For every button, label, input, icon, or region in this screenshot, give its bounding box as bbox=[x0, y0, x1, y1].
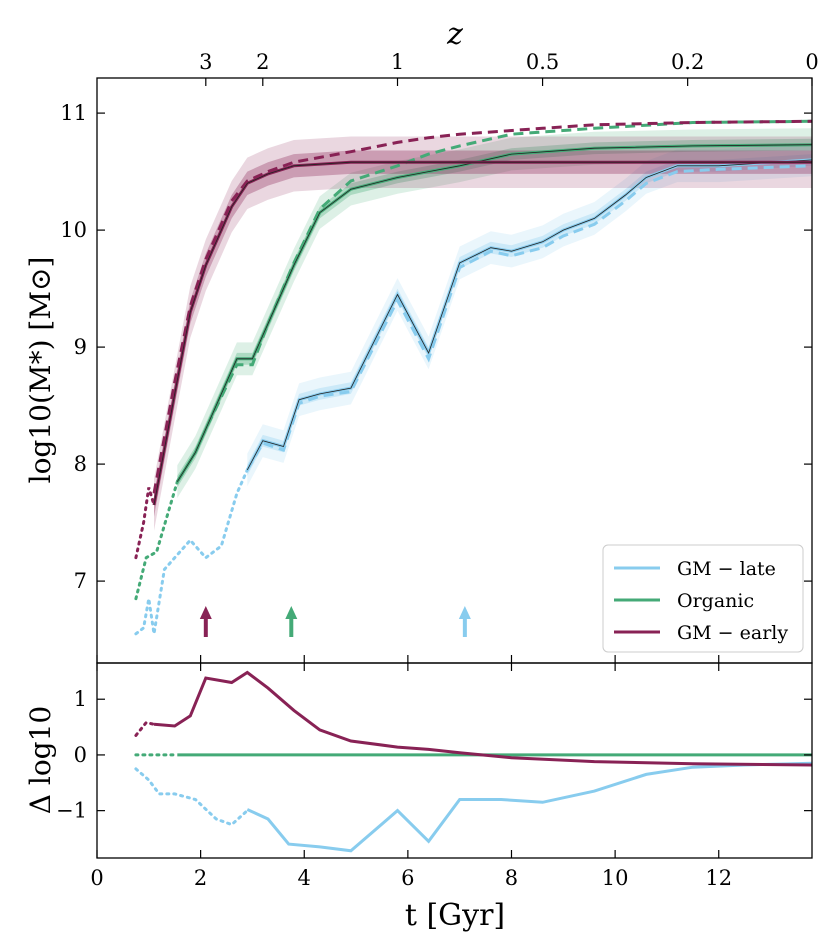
x-tick-label: 12 bbox=[705, 866, 732, 890]
z-tick-label: 0.2 bbox=[671, 50, 704, 74]
y-tick-label-top: 7 bbox=[74, 569, 87, 593]
delta-early-solid bbox=[153, 670, 813, 767]
x-axis-title: t [Gyr] bbox=[405, 898, 505, 933]
legend-label-early: GM − early bbox=[677, 622, 788, 644]
y-tick-label-top: 10 bbox=[60, 218, 87, 242]
y-tick-label-top: 9 bbox=[74, 335, 87, 359]
scatter-bands bbox=[154, 128, 813, 531]
axis-ticks bbox=[96, 78, 813, 858]
axis-tick-labels: 0 2 4 6 8 10 12 3 2 1 0.5 0.2 0 7 8 9 10 11 −1 0 1 bbox=[56, 50, 819, 890]
top-panel-lines bbox=[134, 119, 813, 636]
line-organic-dotted bbox=[134, 480, 179, 601]
line-organic-dashed bbox=[176, 119, 813, 483]
z-tick-label: 0.5 bbox=[526, 50, 559, 74]
x-tick-label: 8 bbox=[505, 866, 518, 890]
bottom-panel-lines bbox=[134, 670, 813, 853]
arrow-early-head bbox=[199, 606, 212, 619]
line-organic-median bbox=[176, 144, 813, 482]
arrow-organic-head bbox=[285, 606, 298, 619]
legend-label-organic: Organic bbox=[677, 590, 754, 612]
legend: GM − late Organic GM − early bbox=[602, 544, 804, 653]
top-x-axis-title: z bbox=[446, 17, 463, 52]
bottom-panel-frame bbox=[96, 662, 813, 859]
y-tick-label-top: 11 bbox=[60, 101, 87, 125]
band-early-outer bbox=[154, 136, 812, 531]
delta-early-dotted bbox=[134, 720, 156, 737]
legend-label-late: GM − late bbox=[677, 558, 776, 580]
y-tick-label-top: 8 bbox=[74, 452, 87, 476]
formation-arrows bbox=[199, 606, 471, 637]
y-axis-title-bottom: Δ log10 bbox=[24, 706, 57, 815]
band-late-outer bbox=[247, 143, 813, 487]
x-tick-label: 10 bbox=[602, 866, 629, 890]
delta-late-solid bbox=[246, 761, 813, 853]
z-tick-label: 3 bbox=[199, 50, 212, 74]
line-early-dotted bbox=[134, 487, 156, 560]
x-tick-label: 2 bbox=[194, 866, 207, 890]
legend-box bbox=[602, 544, 804, 653]
y-tick-label-bottom: −1 bbox=[56, 799, 87, 823]
line-early-dashed bbox=[152, 119, 813, 494]
line-late-median bbox=[246, 159, 813, 471]
y-axis-title-top: log10(M*) [M⊙] bbox=[24, 257, 57, 484]
z-tick-label: 0 bbox=[805, 50, 818, 74]
line-early-median bbox=[153, 161, 812, 506]
delta-late-dotted bbox=[134, 767, 249, 827]
line-late-dotted bbox=[134, 468, 249, 636]
x-tick-label: 6 bbox=[401, 866, 414, 890]
arrow-late-head bbox=[458, 606, 471, 619]
y-tick-label-bottom: 0 bbox=[74, 743, 87, 767]
z-tick-label: 1 bbox=[391, 50, 404, 74]
z-tick-label: 2 bbox=[256, 50, 269, 74]
x-tick-label: 4 bbox=[298, 866, 311, 890]
x-tick-label: 0 bbox=[90, 866, 103, 890]
y-tick-label-bottom: 1 bbox=[74, 687, 87, 711]
